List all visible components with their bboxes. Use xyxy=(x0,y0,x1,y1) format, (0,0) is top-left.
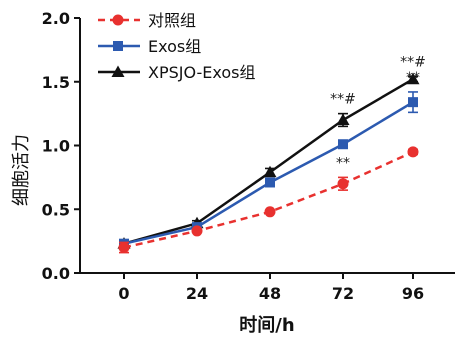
legend-label: 对照组 xyxy=(148,11,196,30)
data-point xyxy=(406,72,420,85)
legend-item-2: XPSJO-Exos组 xyxy=(98,63,256,82)
data-point xyxy=(407,146,419,158)
x-tick-label: 72 xyxy=(332,284,354,303)
legend: 对照组 Exos组 XPSJO-Exos组 xyxy=(98,11,256,82)
significance-label: ** xyxy=(406,70,420,86)
legend-item-0: 对照组 xyxy=(98,11,196,30)
legend-item-1: Exos组 xyxy=(98,37,201,56)
data-point xyxy=(263,165,277,178)
data-point xyxy=(408,97,418,108)
plot-area xyxy=(117,72,420,254)
x-tick-label: 24 xyxy=(186,284,208,303)
legend-marker xyxy=(113,41,123,51)
y-tick-label: 1.0 xyxy=(42,137,70,156)
x-tick-label: 48 xyxy=(259,284,281,303)
x-tick-label: 96 xyxy=(402,284,424,303)
y-tick-label: 0.0 xyxy=(42,264,70,283)
x-tick-label: 0 xyxy=(118,284,129,303)
series-2 xyxy=(117,72,420,249)
significance-label: **# xyxy=(400,55,426,71)
y-tick-label: 2.0 xyxy=(42,9,70,28)
series-line xyxy=(123,78,414,245)
y-tick-label: 0.5 xyxy=(42,200,70,219)
data-point xyxy=(337,178,349,190)
legend-label: XPSJO-Exos组 xyxy=(148,63,256,82)
significance-label: **# xyxy=(330,92,356,108)
data-point xyxy=(191,225,203,237)
legend-marker xyxy=(112,14,124,26)
y-axis-label: 细胞活力 xyxy=(11,134,32,206)
legend-label: Exos组 xyxy=(148,37,201,56)
significance-label: ** xyxy=(336,155,350,171)
data-point xyxy=(265,177,275,188)
data-point xyxy=(264,206,276,218)
data-point xyxy=(336,113,350,125)
annotations: ****#****# xyxy=(330,55,426,172)
y-tick-label: 1.5 xyxy=(42,73,70,92)
axes: 0.0 0.5 1.0 1.5 2.0 0 24 48 72 96 xyxy=(42,9,455,303)
data-point xyxy=(338,139,348,150)
series-0 xyxy=(118,146,419,254)
legend-marker xyxy=(111,65,125,77)
data-point xyxy=(118,242,130,253)
x-axis-label: 时间/h xyxy=(239,315,294,336)
